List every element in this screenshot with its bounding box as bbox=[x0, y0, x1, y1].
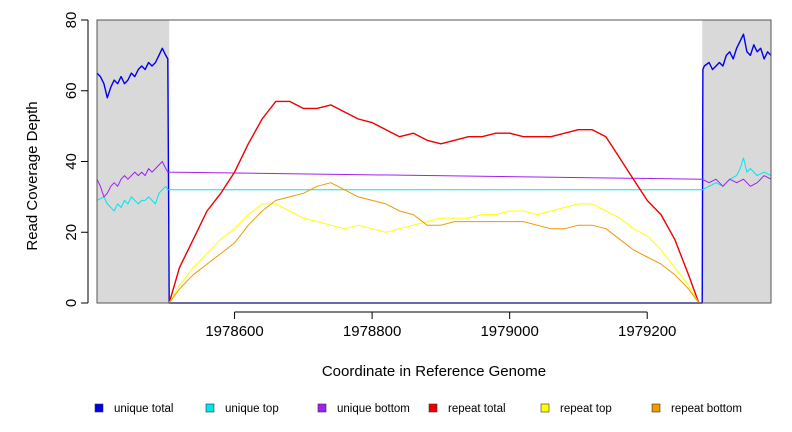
series-line-repeat-top bbox=[168, 203, 700, 304]
y-tick-label: 20 bbox=[63, 224, 80, 241]
legend-swatch-repeat-total bbox=[428, 403, 438, 413]
legend-label-unique-bottom: unique bottom bbox=[337, 403, 410, 415]
axes: 0 20 40 60 80 1978600 1978800 1979000 1979200 bbox=[63, 12, 676, 340]
series-lines bbox=[96, 33, 772, 304]
legend-label-unique-total: unique total bbox=[114, 403, 173, 415]
shaded-regions bbox=[97, 20, 771, 303]
plot-frame bbox=[96, 19, 772, 304]
legend: unique total unique top unique bottom repea… bbox=[94, 403, 742, 415]
shaded-region-2 bbox=[702, 20, 771, 303]
series-line-unique-bottom bbox=[96, 161, 772, 198]
series-line-repeat-bottom bbox=[168, 182, 700, 304]
x-axis-label: Coordinate in Reference Genome bbox=[322, 363, 546, 380]
y-axis-label: Read Coverage Depth bbox=[24, 101, 41, 250]
legend-label-unique-top: unique top bbox=[225, 403, 279, 415]
x-tick-label: 1978600 bbox=[205, 323, 263, 340]
y-tick-label: 60 bbox=[63, 82, 80, 99]
shaded-region-1 bbox=[97, 20, 170, 303]
legend-swatch-repeat-bottom bbox=[651, 403, 661, 413]
x-tick-label: 1979000 bbox=[480, 323, 538, 340]
series-line-unique-top bbox=[96, 157, 772, 212]
x-tick-label: 1978800 bbox=[343, 323, 401, 340]
y-tick-label: 80 bbox=[63, 12, 80, 29]
y-tick-label: 0 bbox=[63, 299, 80, 307]
legend-swatch-unique-top bbox=[205, 403, 215, 413]
y-tick-label: 40 bbox=[63, 153, 80, 170]
legend-swatch-repeat-top bbox=[540, 403, 550, 413]
series-line-repeat-total bbox=[168, 100, 700, 304]
x-tick-label: 1979200 bbox=[618, 323, 676, 340]
series-line-unique-total bbox=[96, 33, 772, 304]
legend-swatch-unique-total bbox=[94, 403, 104, 413]
legend-swatch-unique-bottom bbox=[317, 403, 327, 413]
legend-label-repeat-total: repeat total bbox=[448, 403, 506, 415]
legend-label-repeat-top: repeat top bbox=[560, 403, 612, 415]
legend-label-repeat-bottom: repeat bottom bbox=[671, 403, 742, 415]
